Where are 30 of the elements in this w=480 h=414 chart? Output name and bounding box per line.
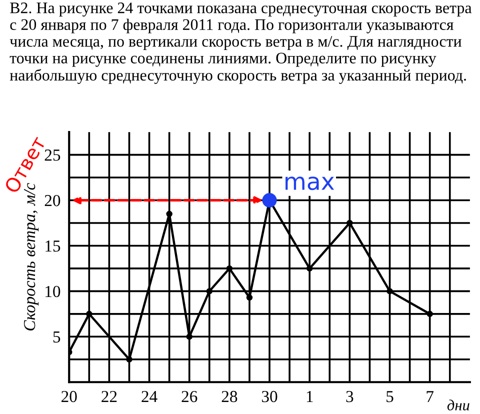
x-tick-label: 3 (346, 390, 354, 402)
point (186, 334, 192, 340)
point (226, 265, 233, 272)
y-tick-label: 25 (44, 150, 60, 161)
point (262, 192, 277, 208)
x-tick-label: 24 (142, 390, 158, 402)
chart-title: B2. На рисунке 24 точками показана среднесуточная скорость ветра с 20 января по 7 февраля 2011 года. По горизонтали указываются числа месяца, по вертикали скорость ветра в м/с. Для наглядности точки на рисунке соединены линиями. Определите по рисунку наибольшую среднесуточную скорость ветра за указанный период. (10, 2, 472, 84)
point (246, 294, 253, 301)
x-tick-label: 30 (262, 390, 278, 402)
annotation: max (286, 176, 334, 190)
x-tick-label: 1 (306, 391, 313, 402)
x-tick-label: 5 (386, 391, 394, 402)
x-tick-label: 26 (182, 390, 198, 402)
point (126, 356, 132, 363)
point (386, 288, 393, 294)
x-axis-title: дни (447, 400, 470, 410)
x-tick-label: 20 (62, 390, 77, 402)
point (206, 288, 213, 294)
point (86, 310, 92, 318)
y-tick-label: 5 (53, 332, 60, 343)
y-tick-label: 15 (46, 240, 60, 252)
point (426, 310, 433, 318)
y-tick-label: 10 (46, 286, 60, 298)
y-tick-label: 20 (44, 194, 60, 206)
x-tick-label: 28 (222, 390, 238, 402)
x-tick-label: 22 (102, 390, 117, 402)
point (346, 220, 353, 226)
point (166, 210, 172, 218)
point (306, 265, 313, 272)
x-tick-label: 7 (426, 391, 434, 402)
